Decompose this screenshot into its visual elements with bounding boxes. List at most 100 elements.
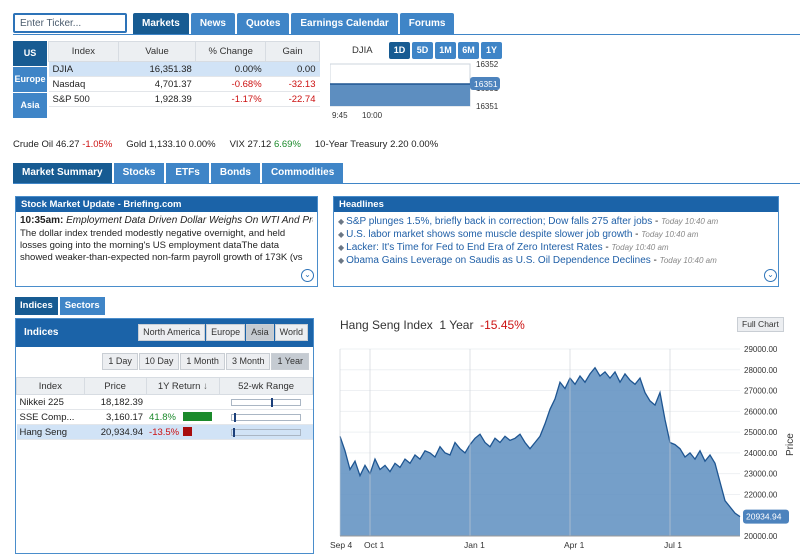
one-year-return: -13.5%: [146, 424, 220, 440]
headline-link[interactable]: Lacker: It's Time for Fed to End Era of …: [346, 242, 603, 253]
x-tick-label: Apr 1: [564, 540, 585, 550]
commodity-change: -1.05%: [82, 139, 113, 150]
commodity-change: 0.00%: [188, 139, 216, 150]
table-row[interactable]: S&P 500 1,928.39 -1.17% -22.74: [48, 91, 320, 107]
table-row[interactable]: Hang Seng 20,934.94 -13.5%: [16, 424, 313, 440]
nav-tab-forums[interactable]: Forums: [399, 13, 455, 34]
world-subtabs: Indices Sectors: [15, 297, 107, 315]
region-tab-us[interactable]: US: [13, 41, 47, 66]
commodity-crude-oil[interactable]: Crude Oil 46.27 -1.05%: [13, 139, 112, 150]
intraday-period-buttons: 1D 5D 1M 6M 1Y: [389, 42, 504, 59]
commodity-vix[interactable]: VIX 27.12 6.69%: [230, 139, 301, 150]
commodity-gold[interactable]: Gold 1,133.10 0.00%: [126, 139, 215, 150]
period-button-10-day[interactable]: 10 Day: [138, 353, 180, 370]
section-tab-stocks[interactable]: Stocks: [113, 163, 165, 183]
region-tab-europe[interactable]: Europe: [13, 67, 47, 92]
region-button-north-america[interactable]: North America: [138, 324, 206, 341]
list-item: ◆ S&P plunges 1.5%, briefly back in corre…: [338, 216, 719, 227]
nav-tab-quotes[interactable]: Quotes: [236, 13, 290, 34]
index-name[interactable]: DJIA: [48, 61, 119, 77]
big-chart-change: -15.45%: [480, 318, 525, 332]
period-button-3-month[interactable]: 3 Month: [225, 353, 271, 370]
range-cell: [219, 424, 313, 440]
region-button-asia[interactable]: Asia: [246, 324, 274, 341]
headline-link[interactable]: S&P plunges 1.5%, briefly back in correc…: [346, 216, 653, 227]
list-item: ◆ Obama Gains Leverage on Saudis as U.S. …: [338, 255, 717, 266]
range-bar: [231, 427, 302, 437]
headlines-panel: Headlines ◆ S&P plunges 1.5%, briefly bac…: [333, 196, 779, 287]
commodity-value: 2.20: [390, 139, 409, 150]
chevron-down-icon[interactable]: ⌄: [764, 269, 777, 282]
y-tick-label: 25000.00: [744, 428, 778, 437]
tag-icon: ◆: [338, 230, 345, 239]
period-button-1m[interactable]: 1M: [435, 42, 456, 59]
chevron-down-icon[interactable]: ⌄: [301, 269, 314, 282]
tag-icon: ◆: [338, 256, 345, 265]
headline-time: Today 10:40 am: [659, 256, 717, 265]
index-name[interactable]: Nikkei 225: [16, 394, 85, 410]
table-row[interactable]: DJIA 16,351.38 0.00% 0.00: [48, 61, 320, 77]
story-title[interactable]: Employment Data Driven Dollar Weighs On …: [66, 215, 313, 226]
y-tick-label: 16352: [476, 60, 499, 69]
column-header-value[interactable]: Value: [117, 41, 197, 62]
arrow-down-icon[interactable]: ↓: [200, 380, 208, 392]
tag-icon: ◆: [338, 217, 345, 226]
table-row[interactable]: Nasdaq 4,701.37 -0.68% -32.13: [48, 76, 320, 92]
nav-tab-earnings-calendar[interactable]: Earnings Calendar: [291, 13, 398, 34]
column-header-gain[interactable]: Gain: [265, 41, 320, 62]
period-button-1-month[interactable]: 1 Month: [180, 353, 225, 370]
subtab-indices[interactable]: Indices: [15, 297, 58, 315]
column-header-1y-return[interactable]: 1Y Return ↓: [145, 377, 221, 395]
index-name[interactable]: Hang Seng: [16, 424, 85, 440]
current-value-badge: [470, 77, 500, 90]
list-item: ◆ Lacker: It's Time for Fed to End Era of…: [338, 242, 669, 253]
period-button-5d[interactable]: 5D: [412, 42, 433, 59]
world-region-buttons: North America Europe Asia World: [137, 324, 308, 341]
index-name[interactable]: S&P 500: [48, 91, 119, 107]
index-price: 20,934.94: [84, 424, 147, 440]
last-value-badge: [743, 509, 789, 524]
story-headline[interactable]: 10:35am: Employment Data Driven Dollar W…: [20, 215, 313, 226]
ticker-search-input[interactable]: [13, 13, 127, 33]
section-tab-bonds[interactable]: Bonds: [210, 163, 260, 183]
commodity-10-year-treasury[interactable]: 10-Year Treasury 2.20 0.00%: [315, 139, 438, 150]
full-chart-button[interactable]: Full Chart: [737, 317, 784, 332]
table-row[interactable]: Nikkei 225 18,182.39: [16, 394, 313, 410]
headline-time: Today 10:40 am: [661, 217, 719, 226]
nav-tab-news[interactable]: News: [190, 13, 235, 34]
column-header-change[interactable]: % Change: [195, 41, 267, 62]
index-name[interactable]: SSE Comp...: [16, 409, 85, 425]
section-tab-market-summary[interactable]: Market Summary: [13, 163, 112, 183]
last-value-label: 20934.94: [746, 512, 782, 522]
index-name[interactable]: Nasdaq: [48, 76, 119, 92]
x-tick-label: Oct 1: [364, 540, 385, 550]
region-button-world[interactable]: World: [274, 324, 308, 341]
period-button-1d[interactable]: 1D: [389, 42, 410, 59]
table-row[interactable]: SSE Comp... 3,160.17 41.8%: [16, 409, 313, 425]
period-button-1-day[interactable]: 1 Day: [102, 353, 138, 370]
commodity-value: 27.12: [247, 139, 272, 150]
subtab-sectors[interactable]: Sectors: [59, 297, 105, 315]
period-button-1y[interactable]: 1Y: [481, 42, 502, 59]
section-tab-etfs[interactable]: ETFs: [166, 163, 209, 183]
index-gain: -22.74: [265, 91, 320, 107]
period-button-1-year[interactable]: 1 Year: [271, 353, 309, 370]
y-tick-label: 27000.00: [744, 387, 778, 396]
section-tab-commodities[interactable]: Commodities: [261, 163, 344, 183]
commodity-value: 1,133.10: [149, 139, 186, 150]
column-header-52-wk-range[interactable]: 52-wk Range: [219, 377, 313, 395]
headline-link[interactable]: Obama Gains Leverage on Saudis as U.S. O…: [346, 255, 651, 266]
region-button-europe[interactable]: Europe: [206, 324, 246, 341]
region-tab-asia[interactable]: Asia: [13, 93, 47, 118]
headline-link[interactable]: U.S. labor market shows some muscle desp…: [346, 229, 633, 240]
y-tick-label: 26000.00: [744, 407, 778, 416]
commodity-label: Gold: [126, 139, 147, 150]
period-button-6m[interactable]: 6M: [458, 42, 479, 59]
region-tabs: US Europe Asia: [13, 41, 47, 119]
range-marker: [233, 427, 236, 437]
column-header-index[interactable]: Index: [48, 41, 119, 62]
column-header-price[interactable]: Price: [83, 377, 147, 395]
column-header-index[interactable]: Index: [16, 377, 85, 395]
nav-tab-markets[interactable]: Markets: [133, 13, 189, 34]
world-title: Indices: [24, 327, 59, 338]
